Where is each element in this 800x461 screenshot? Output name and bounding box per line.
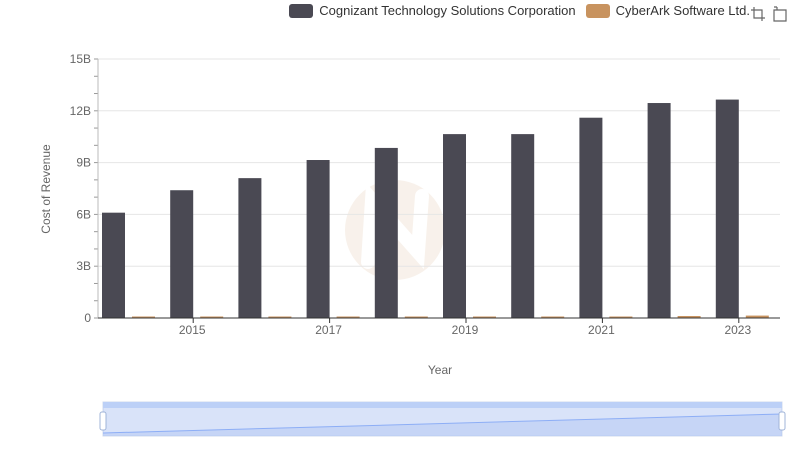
bar-cyberark[interactable] [336,316,360,319]
zoom-preview-line [102,413,783,434]
bar-cyberark[interactable] [745,315,769,318]
bar-cyberark[interactable] [404,316,428,319]
bar-cognizant[interactable] [579,117,603,318]
zoom-icon[interactable] [750,6,766,22]
bar-cognizant[interactable] [443,134,466,318]
legend-label-cyberark: CyberArk Software Ltd. [615,3,750,18]
y-axis-label: Cost of Revenue [39,144,53,234]
bar-cyberark[interactable] [473,316,496,319]
bar-cyberark[interactable] [541,316,565,319]
y-axis: 0 3B 6B 9B 12B 15B [70,52,99,325]
toolbox [750,6,788,22]
bar-cognizant[interactable] [715,99,739,319]
x-tick-label: 2019 [452,323,479,337]
bar-cognizant[interactable] [374,147,398,318]
zoom-move-bar[interactable] [103,402,782,408]
zoom-handle-left[interactable] [99,411,107,431]
data-zoom-slider[interactable] [99,401,786,437]
bars [102,99,769,319]
zoom-preview-area [103,414,782,436]
legend-swatch-cyberark [585,3,610,18]
x-tick-label: 2017 [315,323,342,337]
legend-item-cyberark[interactable]: CyberArk Software Ltd. [585,3,750,18]
y-tick-label: 9B [76,156,91,170]
bar-cognizant[interactable] [647,103,671,318]
x-axis: 2015 2017 2019 2021 2023 [98,317,780,337]
bar-cyberark[interactable] [268,316,292,319]
bar-cyberark[interactable] [677,316,701,318]
zoom-handle-right[interactable] [778,411,786,431]
legend-swatch-cognizant [289,3,314,18]
y-tick-label: 0 [84,311,91,325]
zoom-reset-icon[interactable] [772,6,788,22]
legend-label-cognizant: Cognizant Technology Solutions Corporati… [319,3,576,18]
y-tick-label: 15B [70,52,91,66]
x-tick-label: 2023 [724,323,751,337]
bar-cognizant[interactable] [511,134,535,318]
legend: Cognizant Technology Solutions Corporati… [289,3,750,18]
bar-cyberark[interactable] [200,316,224,319]
bar-cognizant[interactable] [102,212,125,318]
bar-cyberark[interactable] [609,316,633,319]
y-tick-label: 12B [70,104,91,118]
x-tick-label: 2021 [588,323,615,337]
y-tick-label: 6B [76,207,91,221]
x-axis-label: Year [428,363,452,377]
bar-cyberark[interactable] [132,316,155,319]
y-tick-label: 3B [76,259,91,273]
bar-cognizant[interactable] [238,178,262,318]
bar-cognizant[interactable] [306,160,330,318]
bar-cognizant[interactable] [170,190,194,318]
legend-item-cognizant[interactable]: Cognizant Technology Solutions Corporati… [289,3,576,18]
x-tick-label: 2015 [179,323,206,337]
